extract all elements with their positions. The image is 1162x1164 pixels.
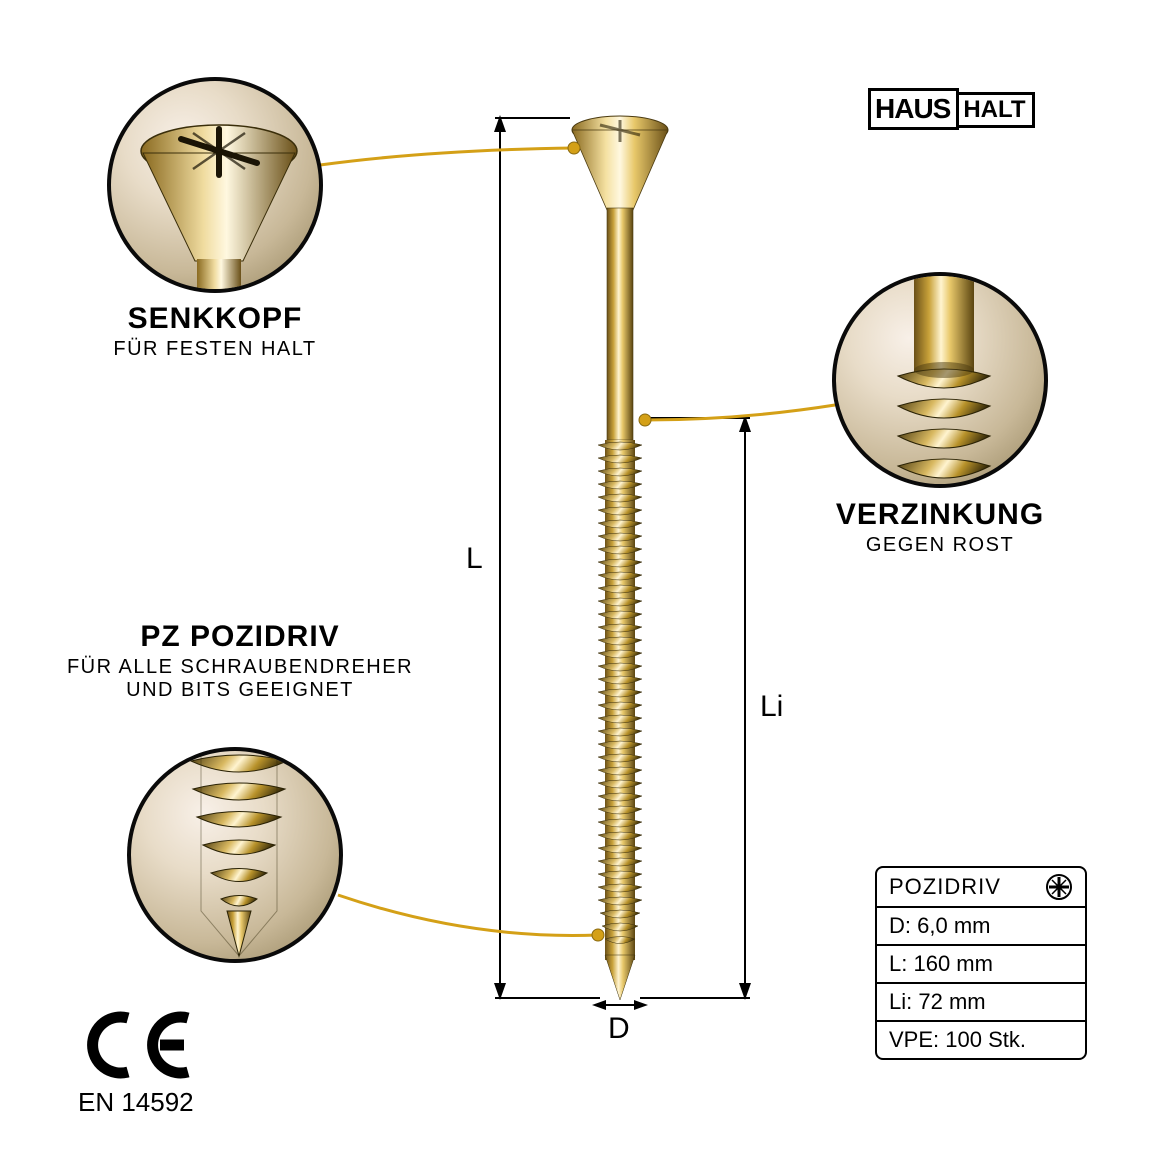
brand-part1: HAUS (875, 93, 950, 125)
spec-row-vpe: VPE: 100 Stk. (877, 1022, 1085, 1058)
ce-icon (80, 1010, 200, 1080)
brand-logo: HAUS HALT (868, 88, 1035, 130)
spec-row-d: D: 6,0 mm (877, 908, 1085, 946)
dim-d-label: D (608, 1012, 630, 1046)
callout-drive: PZ POZIDRIV FÜR ALLE SCHRAUBENDREHER UND… (40, 620, 440, 702)
spec-header-label: POZIDRIV (889, 874, 1001, 900)
leader-thread (639, 405, 835, 426)
callout-head: SENKKOPF FÜR FESTEN HALT (60, 302, 370, 361)
callout-coating: VERZINKUNG GEGEN ROST (790, 498, 1090, 557)
callout-head-title: SENKKOPF (60, 302, 370, 336)
spec-header-row: POZIDRIV (877, 868, 1085, 908)
dimension-d (592, 1000, 648, 1010)
callout-drive-sub2: UND BITS GEEIGNET (40, 679, 440, 702)
ce-mark: EN 14592 (80, 1010, 200, 1118)
detail-thread-circle (832, 272, 1048, 488)
spec-table: POZIDRIV D: 6,0 mm L: 160 mm Li: 72 mm V… (875, 866, 1087, 1060)
brand-part2: HALT (959, 92, 1034, 128)
dim-l-label: L (466, 542, 483, 576)
dim-li-label: Li (760, 690, 783, 724)
dimension-l (494, 115, 600, 1000)
dimension-li (640, 415, 751, 1000)
screw-illustration (572, 116, 668, 1000)
callout-drive-sub1: FÜR ALLE SCHRAUBENDREHER (40, 656, 440, 679)
ce-standard: EN 14592 (78, 1087, 200, 1118)
callout-drive-title: PZ POZIDRIV (40, 620, 440, 654)
detail-head-circle (107, 77, 323, 293)
leader-head (320, 142, 580, 165)
callout-head-sub: FÜR FESTEN HALT (60, 338, 370, 361)
callout-coating-sub: GEGEN ROST (790, 534, 1090, 557)
spec-row-l: L: 160 mm (877, 946, 1085, 984)
detail-tip-circle (127, 747, 343, 963)
spec-row-li: Li: 72 mm (877, 984, 1085, 1022)
pozidriv-icon (1045, 873, 1073, 901)
leader-tip (338, 895, 604, 941)
callout-coating-title: VERZINKUNG (790, 498, 1090, 532)
